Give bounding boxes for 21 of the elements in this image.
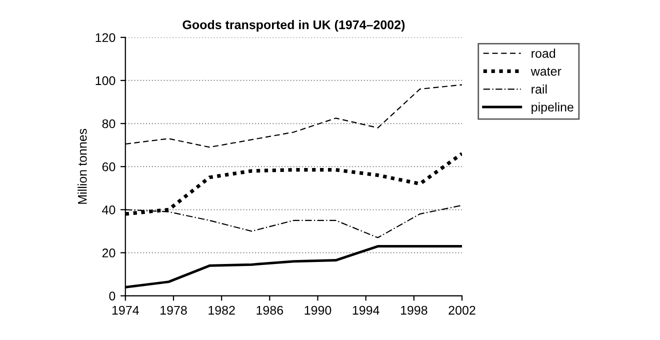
legend-label: pipeline <box>532 102 574 114</box>
y-tick-label: 120 <box>96 33 116 42</box>
y-tick-label: 80 <box>102 119 116 128</box>
x-tick-label: 1986 <box>256 306 284 315</box>
x-tick-label: 1974 <box>112 306 139 315</box>
legend-label: road <box>532 48 556 58</box>
y-tick-label: 20 <box>102 248 116 258</box>
x-tick-label: 1998 <box>400 306 428 315</box>
y-tick-label: 60 <box>102 162 116 172</box>
y-axis-title: Million tonnes <box>78 128 87 204</box>
y-tick-label: 40 <box>102 205 116 214</box>
y-tick-label: 0 <box>109 292 116 300</box>
legend-label: water <box>530 68 562 76</box>
x-tick-label: 1990 <box>304 306 332 315</box>
legend-label: rail <box>532 84 547 94</box>
x-tick-label: 1994 <box>352 306 380 315</box>
chart-title: Goods transported in UK (1974–2002) <box>182 20 405 32</box>
x-tick-label: 2002 <box>448 306 476 315</box>
y-tick-label: 100 <box>96 76 116 86</box>
x-tick-label: 1978 <box>160 306 187 315</box>
x-tick-label: 1982 <box>208 306 235 315</box>
